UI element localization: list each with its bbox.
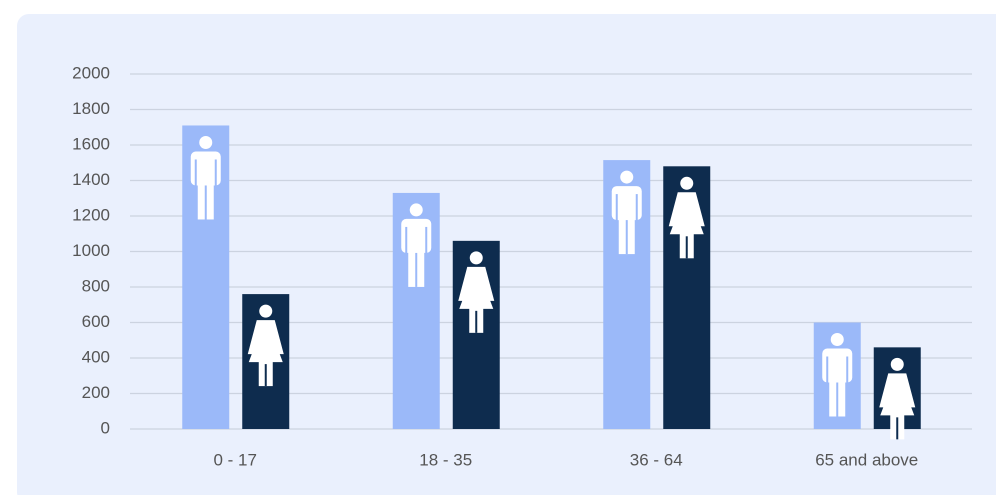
y-tick-label: 600 xyxy=(82,312,110,331)
icon-dress xyxy=(668,192,705,235)
icon-head xyxy=(890,357,904,371)
icon-gap xyxy=(846,356,849,385)
icon-head xyxy=(199,135,213,149)
male-icon xyxy=(611,170,642,255)
y-tick-label: 0 xyxy=(101,418,110,437)
icon-body xyxy=(190,151,221,186)
icon-head xyxy=(680,176,694,190)
male-icon xyxy=(190,135,221,220)
y-tick-label: 2000 xyxy=(72,63,110,82)
icon-body xyxy=(822,348,853,383)
icon-dress xyxy=(458,266,495,309)
icon-gap xyxy=(826,356,829,385)
female-icon xyxy=(668,176,705,259)
male-icon xyxy=(822,333,853,417)
y-tick-label: 1400 xyxy=(72,170,110,189)
male-icon xyxy=(401,203,432,287)
icon-gap xyxy=(475,310,478,333)
female-icon xyxy=(247,304,284,387)
icon-head xyxy=(469,251,483,265)
icon-head xyxy=(409,203,423,217)
y-tick-label: 400 xyxy=(82,347,110,366)
x-tick-label: 36 - 64 xyxy=(630,450,683,469)
icon-gap xyxy=(615,194,618,223)
icon-gap xyxy=(625,220,628,255)
icon-gap xyxy=(836,382,839,417)
icon-gap xyxy=(896,417,899,440)
x-tick-label: 18 - 35 xyxy=(419,450,472,469)
y-tick-label: 1000 xyxy=(72,241,110,260)
y-tick-label: 1600 xyxy=(72,134,110,153)
icon-gap xyxy=(405,226,408,255)
y-tick-label: 1800 xyxy=(72,99,110,118)
icon-gap xyxy=(214,159,217,188)
y-tick-label: 800 xyxy=(82,276,110,295)
icon-body xyxy=(611,186,642,221)
icon-body xyxy=(401,218,432,253)
icon-gap xyxy=(204,185,207,220)
icon-head xyxy=(259,304,273,318)
icon-gap xyxy=(415,252,418,287)
icon-head xyxy=(620,170,634,184)
icon-gap xyxy=(425,226,428,255)
female-icon xyxy=(879,357,916,440)
x-tick-label: 0 - 17 xyxy=(214,450,257,469)
icon-gap xyxy=(194,159,197,188)
icon-head xyxy=(830,333,844,346)
y-tick-label: 200 xyxy=(82,383,110,402)
x-tick-label: 65 and above xyxy=(815,450,918,469)
female-icon xyxy=(458,251,495,333)
icon-dress xyxy=(879,373,916,416)
icon-gap xyxy=(264,364,267,387)
icon-gap xyxy=(635,194,638,223)
y-tick-label: 1200 xyxy=(72,205,110,224)
icon-dress xyxy=(247,320,284,363)
icon-gap xyxy=(685,236,688,259)
